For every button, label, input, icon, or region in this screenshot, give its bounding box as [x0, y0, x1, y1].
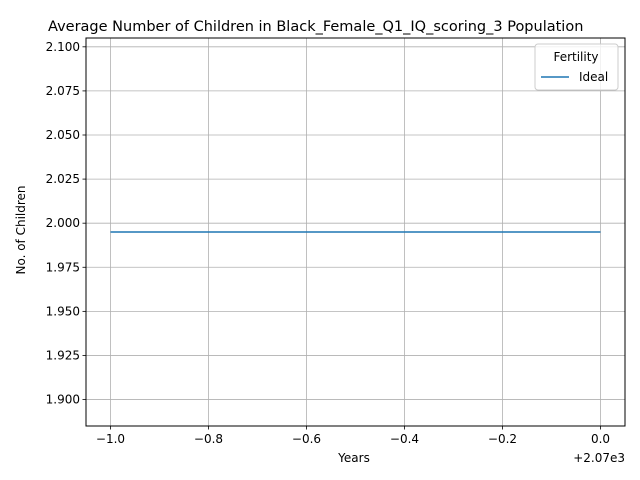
x-tick-label: −0.6 — [292, 432, 321, 446]
x-tick-label: 0.0 — [591, 432, 610, 446]
chart-title: Average Number of Children in Black_Fema… — [48, 19, 583, 35]
axis-ticks: −1.0 −0.8 −0.6 −0.4 −0.2 0.0 1.900 1.925 1.950 1.… — [46, 40, 610, 446]
y-tick-label: 1.900 — [46, 393, 80, 407]
legend-title: Fertility — [553, 50, 598, 64]
y-tick-label: 2.075 — [46, 84, 80, 98]
x-tick-label: −0.4 — [390, 432, 419, 446]
y-tick-label: 1.925 — [46, 348, 80, 362]
plot-frame — [85, 37, 626, 427]
x-axis-label: Years — [337, 451, 370, 465]
x-tick-label: −0.2 — [488, 432, 517, 446]
x-tick-label: −1.0 — [96, 432, 125, 446]
y-tick-label: 1.975 — [46, 260, 80, 274]
y-tick-label: 2.000 — [46, 216, 80, 230]
x-axis-offset-label: +2.07e3 — [573, 451, 625, 465]
legend-box — [534, 43, 619, 91]
legend: Fertility Ideal — [534, 43, 619, 91]
x-tick-label: −0.8 — [194, 432, 223, 446]
legend-entry-ideal: Ideal — [579, 70, 608, 84]
y-tick-label: 2.050 — [46, 128, 80, 142]
y-axis-label: No. of Children — [14, 185, 28, 274]
y-tick-label: 2.025 — [46, 172, 80, 186]
y-tick-label: 2.100 — [46, 40, 80, 54]
y-tick-label: 1.950 — [46, 304, 80, 318]
